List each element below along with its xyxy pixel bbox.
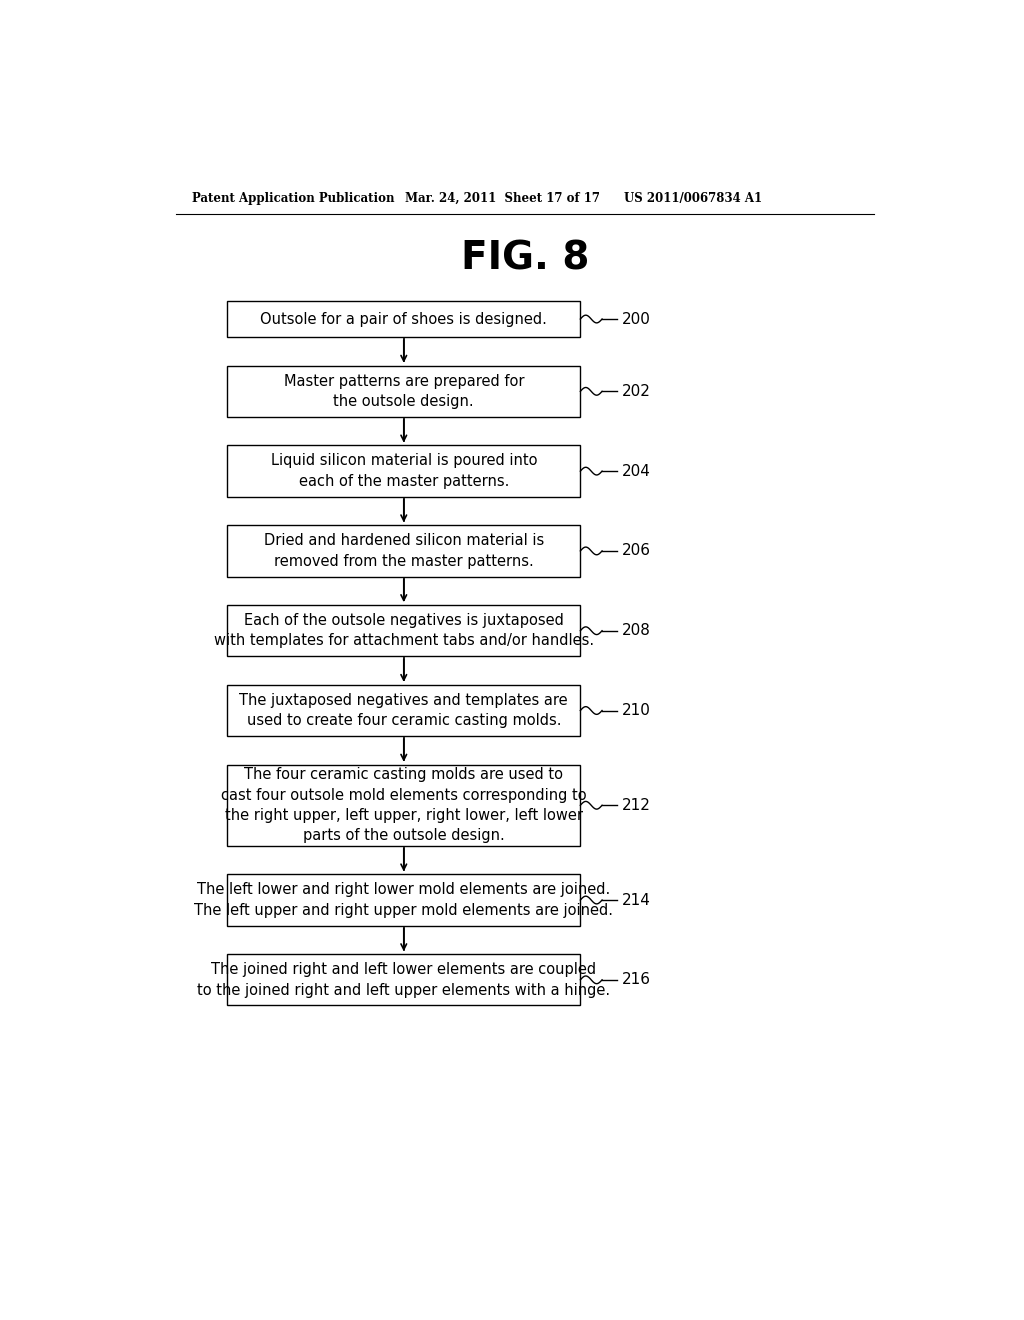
Text: Dried and hardened silicon material is
removed from the master patterns.: Dried and hardened silicon material is r… [263,533,544,569]
Text: The left lower and right lower mold elements are joined.
The left upper and righ: The left lower and right lower mold elem… [195,882,613,917]
Text: Each of the outsole negatives is juxtaposed
with templates for attachment tabs a: Each of the outsole negatives is juxtapo… [214,612,594,648]
FancyBboxPatch shape [227,685,581,737]
FancyBboxPatch shape [227,525,581,577]
Text: The four ceramic casting molds are used to
cast four outsole mold elements corre: The four ceramic casting molds are used … [221,767,587,843]
Text: Liquid silicon material is poured into
each of the master patterns.: Liquid silicon material is poured into e… [270,454,537,488]
Text: The joined right and left lower elements are coupled
to the joined right and lef: The joined right and left lower elements… [198,962,610,998]
Text: 200: 200 [622,312,650,326]
Text: 208: 208 [622,623,650,638]
Text: 204: 204 [622,463,650,479]
FancyBboxPatch shape [227,366,581,417]
Text: 202: 202 [622,384,650,399]
Text: 216: 216 [622,973,650,987]
Text: 210: 210 [622,704,650,718]
FancyBboxPatch shape [227,764,581,846]
Text: Master patterns are prepared for
the outsole design.: Master patterns are prepared for the out… [284,374,524,409]
Text: 214: 214 [622,892,650,908]
FancyBboxPatch shape [227,954,581,1006]
FancyBboxPatch shape [227,301,581,337]
Text: The juxtaposed negatives and templates are
used to create four ceramic casting m: The juxtaposed negatives and templates a… [240,693,568,729]
Text: US 2011/0067834 A1: US 2011/0067834 A1 [624,191,762,205]
Text: FIG. 8: FIG. 8 [461,239,589,277]
FancyBboxPatch shape [227,874,581,925]
Text: Outsole for a pair of shoes is designed.: Outsole for a pair of shoes is designed. [260,312,547,326]
Text: 212: 212 [622,797,650,813]
Text: Patent Application Publication: Patent Application Publication [193,191,395,205]
Text: Mar. 24, 2011  Sheet 17 of 17: Mar. 24, 2011 Sheet 17 of 17 [406,191,600,205]
FancyBboxPatch shape [227,605,581,656]
Text: 206: 206 [622,544,650,558]
FancyBboxPatch shape [227,445,581,496]
